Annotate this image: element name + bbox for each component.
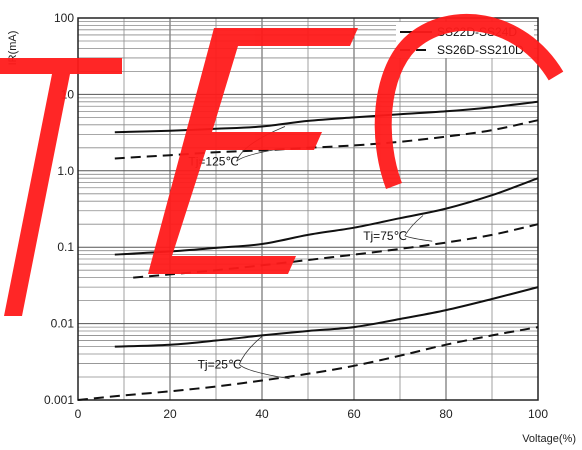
x-tick-label: 80 <box>439 407 453 421</box>
x-tick-label: 40 <box>255 407 269 421</box>
y-axis-label: IR(mA) <box>7 31 19 66</box>
curves <box>77 100 539 401</box>
y-tick-label: 0.001 <box>44 393 74 407</box>
grid <box>78 18 538 400</box>
x-tick-label: 100 <box>528 407 548 421</box>
annotation-leader <box>236 149 276 162</box>
annotation-leader <box>404 235 433 242</box>
annotation-leader <box>238 364 290 380</box>
annotation-label: Tj=75℃ <box>363 229 407 243</box>
x-axis-label: Voltage(%) <box>522 433 576 445</box>
watermark-logo <box>0 14 564 316</box>
watermark-letter-c <box>374 14 564 189</box>
annotation-label: Tj=25℃ <box>198 357 242 371</box>
series-line-75-dashed <box>133 223 539 279</box>
annotation-leader <box>404 215 424 237</box>
legend-label-ss26d-ss210d: SS26D-SS210D <box>437 43 524 57</box>
y-tick-label: 100 <box>54 11 74 25</box>
watermark-letter-e <box>148 28 358 274</box>
watermark-letter-t <box>0 58 122 316</box>
x-tick-label: 60 <box>347 407 361 421</box>
annotations: Tj=125℃Tj=75℃Tj=25℃ <box>188 154 407 371</box>
y-tick-label: 1.0 <box>57 164 74 178</box>
series-line-125-dashed <box>114 119 539 160</box>
x-tick-label: 20 <box>163 407 177 421</box>
annotation-leader <box>238 336 263 365</box>
y-tick-label: 0.1 <box>57 240 74 254</box>
y-tick-label: 0.01 <box>51 317 75 331</box>
series-line-75-solid <box>114 177 539 256</box>
series-line-25-solid <box>114 286 539 348</box>
plot-frame <box>77 17 539 401</box>
series-line-25-dashed <box>77 326 539 401</box>
x-tick-label: 0 <box>75 407 82 421</box>
x-tick-labels: 0 20 40 60 80 100 <box>75 407 549 421</box>
